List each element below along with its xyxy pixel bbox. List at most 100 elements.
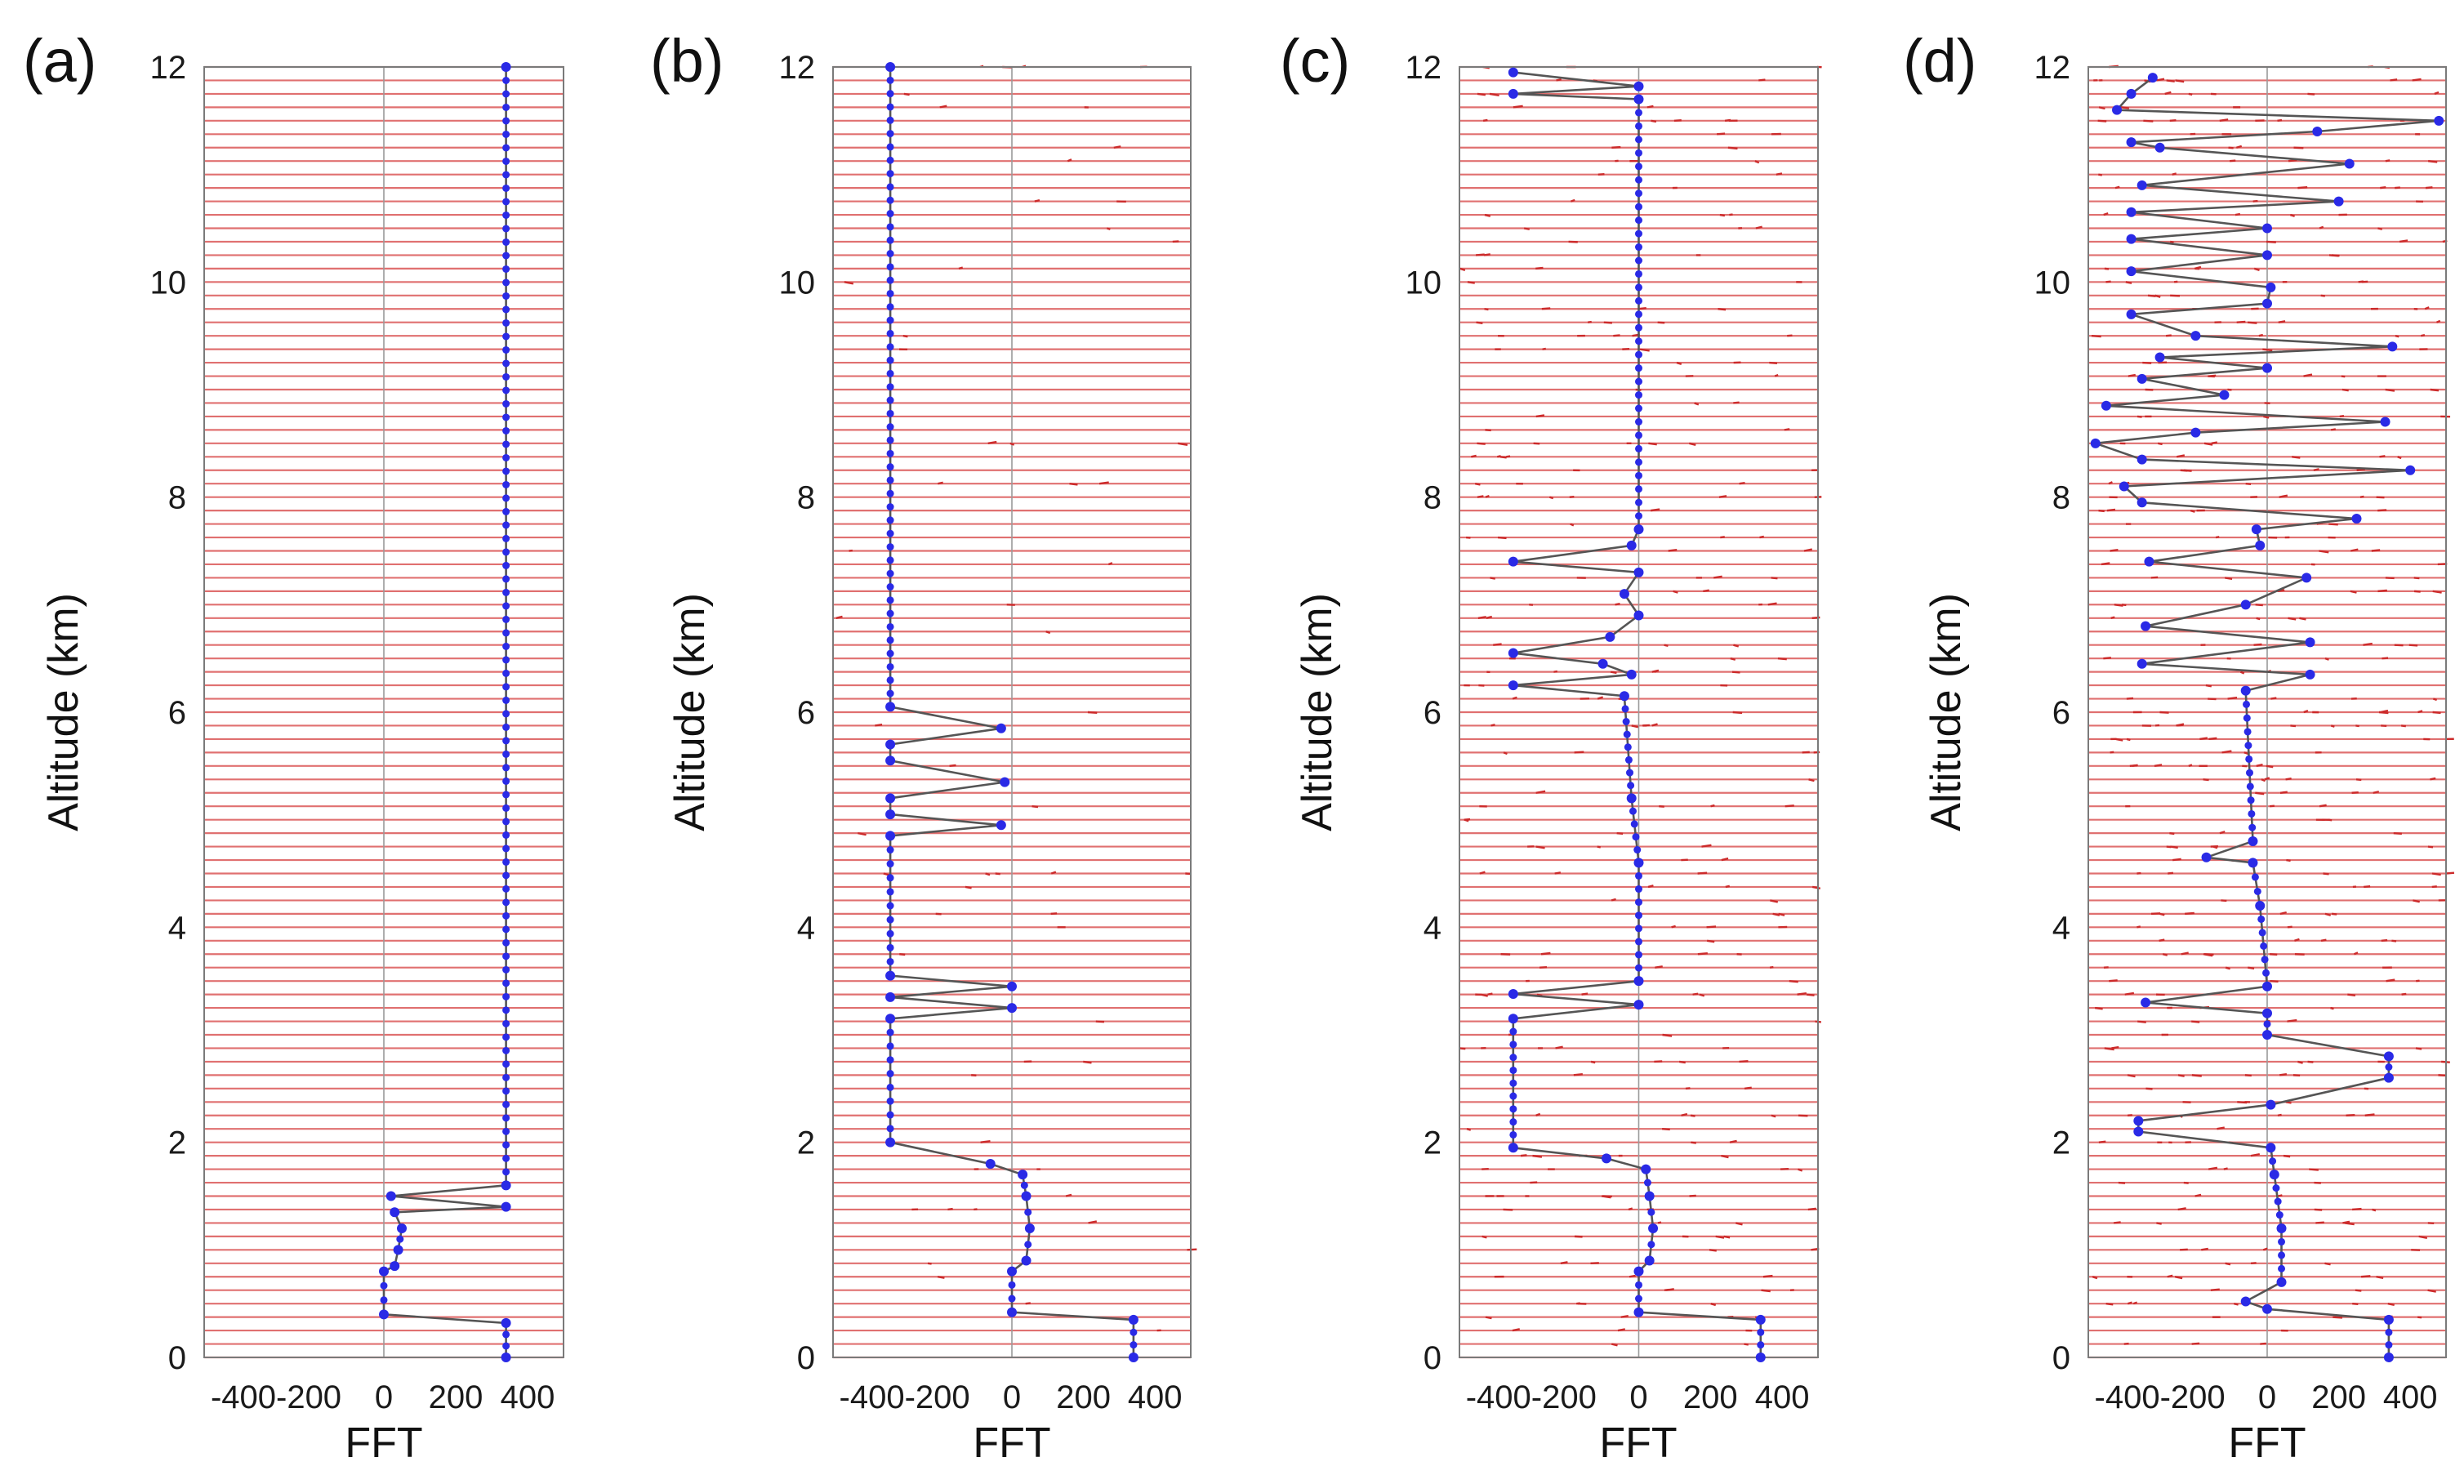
noise-speck — [2110, 751, 2114, 754]
noise-speck — [1733, 644, 1740, 648]
peak-marker — [502, 1154, 510, 1162]
panel-label: (b) — [650, 27, 724, 95]
peak-marker — [502, 602, 510, 610]
noise-speck — [2128, 373, 2137, 377]
noise-speck — [1761, 1289, 1771, 1293]
y-tick-label: 4 — [1424, 910, 1441, 946]
peak-marker — [2262, 1030, 2272, 1040]
peak-marker — [1635, 243, 1642, 252]
peak-marker — [502, 938, 510, 947]
noise-speck — [2159, 912, 2165, 916]
noise-speck — [1628, 1207, 1633, 1211]
peak-marker — [1619, 589, 1629, 599]
peak-marker — [379, 1309, 389, 1320]
peak-marker — [886, 902, 894, 910]
peak-marker — [502, 1033, 510, 1041]
peak-marker — [886, 1056, 894, 1064]
noise-speck — [1710, 1303, 1717, 1307]
noise-speck — [1662, 1128, 1670, 1131]
noise-speck — [2199, 737, 2208, 741]
peak-marker — [1007, 1266, 1017, 1277]
peak-marker — [502, 332, 510, 341]
peak-marker — [502, 103, 510, 111]
peak-marker — [2278, 1264, 2286, 1272]
noise-speck — [2225, 577, 2233, 580]
noise-speck — [1778, 912, 1785, 916]
noise-speck — [2170, 845, 2178, 849]
noise-speck — [2174, 1276, 2183, 1280]
peak-marker — [2305, 637, 2315, 648]
peak-marker — [502, 494, 510, 502]
peak-marker — [2278, 1237, 2286, 1246]
noise-speck — [980, 1140, 991, 1143]
noise-speck — [1486, 615, 1493, 619]
peak-marker — [886, 1097, 894, 1105]
peak-marker — [2190, 331, 2201, 341]
y-tick-label: 6 — [1424, 695, 1441, 731]
noise-speck — [1113, 145, 1121, 149]
noise-speck — [2269, 804, 2275, 808]
peak-marker — [886, 622, 894, 631]
peak-marker — [2275, 1211, 2284, 1219]
peak-marker — [1635, 458, 1642, 466]
noise-speck — [939, 105, 947, 109]
peak-marker — [1508, 648, 1518, 658]
peak-marker — [2137, 373, 2147, 384]
panel-label: (c) — [1280, 27, 1350, 95]
peak-profile-line — [1512, 71, 1762, 1357]
noise-speck — [1482, 118, 1488, 123]
noise-speck — [1467, 281, 1475, 284]
peak-marker — [2154, 142, 2165, 153]
peak-marker — [1626, 769, 1634, 777]
peak-marker — [502, 750, 510, 758]
noise-speck — [1762, 1274, 1773, 1278]
noise-speck — [1573, 1073, 1583, 1076]
peak-marker — [2119, 481, 2129, 492]
noise-speck — [1784, 428, 1790, 431]
plot-frame — [1459, 66, 1819, 1358]
peak-marker — [2246, 782, 2254, 791]
noise-speck — [1639, 348, 1650, 352]
noise-speck — [1485, 495, 1490, 498]
peak-marker — [1633, 94, 1644, 105]
peak-marker — [2305, 669, 2315, 680]
peak-marker — [886, 436, 894, 444]
peak-marker — [1635, 122, 1642, 130]
noise-speck — [2180, 469, 2188, 472]
peak-marker — [502, 831, 510, 839]
noise-speck — [1601, 1195, 1611, 1199]
peak-marker — [2387, 341, 2398, 352]
peak-marker — [886, 929, 894, 938]
noise-speck — [2221, 750, 2232, 754]
peak-marker — [1621, 705, 1629, 713]
x-tick-label: 200 — [429, 1379, 483, 1415]
peak-marker — [502, 737, 510, 745]
noise-speck — [938, 481, 943, 485]
peak-marker — [1021, 1255, 1031, 1266]
peak-marker — [886, 516, 894, 524]
noise-speck — [2229, 159, 2236, 163]
peak-marker — [2137, 454, 2147, 465]
peak-marker — [502, 413, 510, 421]
noise-speck — [1771, 577, 1778, 580]
noise-speck — [1715, 1235, 1725, 1239]
peak-marker — [886, 860, 894, 868]
peak-marker — [2248, 809, 2256, 818]
peak-marker — [1635, 189, 1642, 198]
noise-speck — [1767, 602, 1777, 606]
y-tick-label: 4 — [2052, 910, 2070, 946]
noise-speck — [2320, 938, 2327, 942]
x-tick-label: 400 — [501, 1379, 555, 1415]
peak-marker — [1757, 1328, 1765, 1336]
noise-speck — [1555, 1045, 1563, 1049]
noise-speck — [2212, 845, 2218, 849]
noise-speck — [2288, 617, 2297, 621]
plot-area: 0 2 4 6 8 10 12 -400-200 0 200 400 — [150, 50, 564, 1415]
peak-marker — [2385, 1063, 2393, 1071]
noise-speck — [1613, 334, 1620, 337]
peak-marker — [1635, 938, 1642, 946]
noise-speck — [2397, 456, 2402, 460]
peak-marker — [1509, 1079, 1517, 1087]
noise-speck — [2256, 617, 2261, 621]
